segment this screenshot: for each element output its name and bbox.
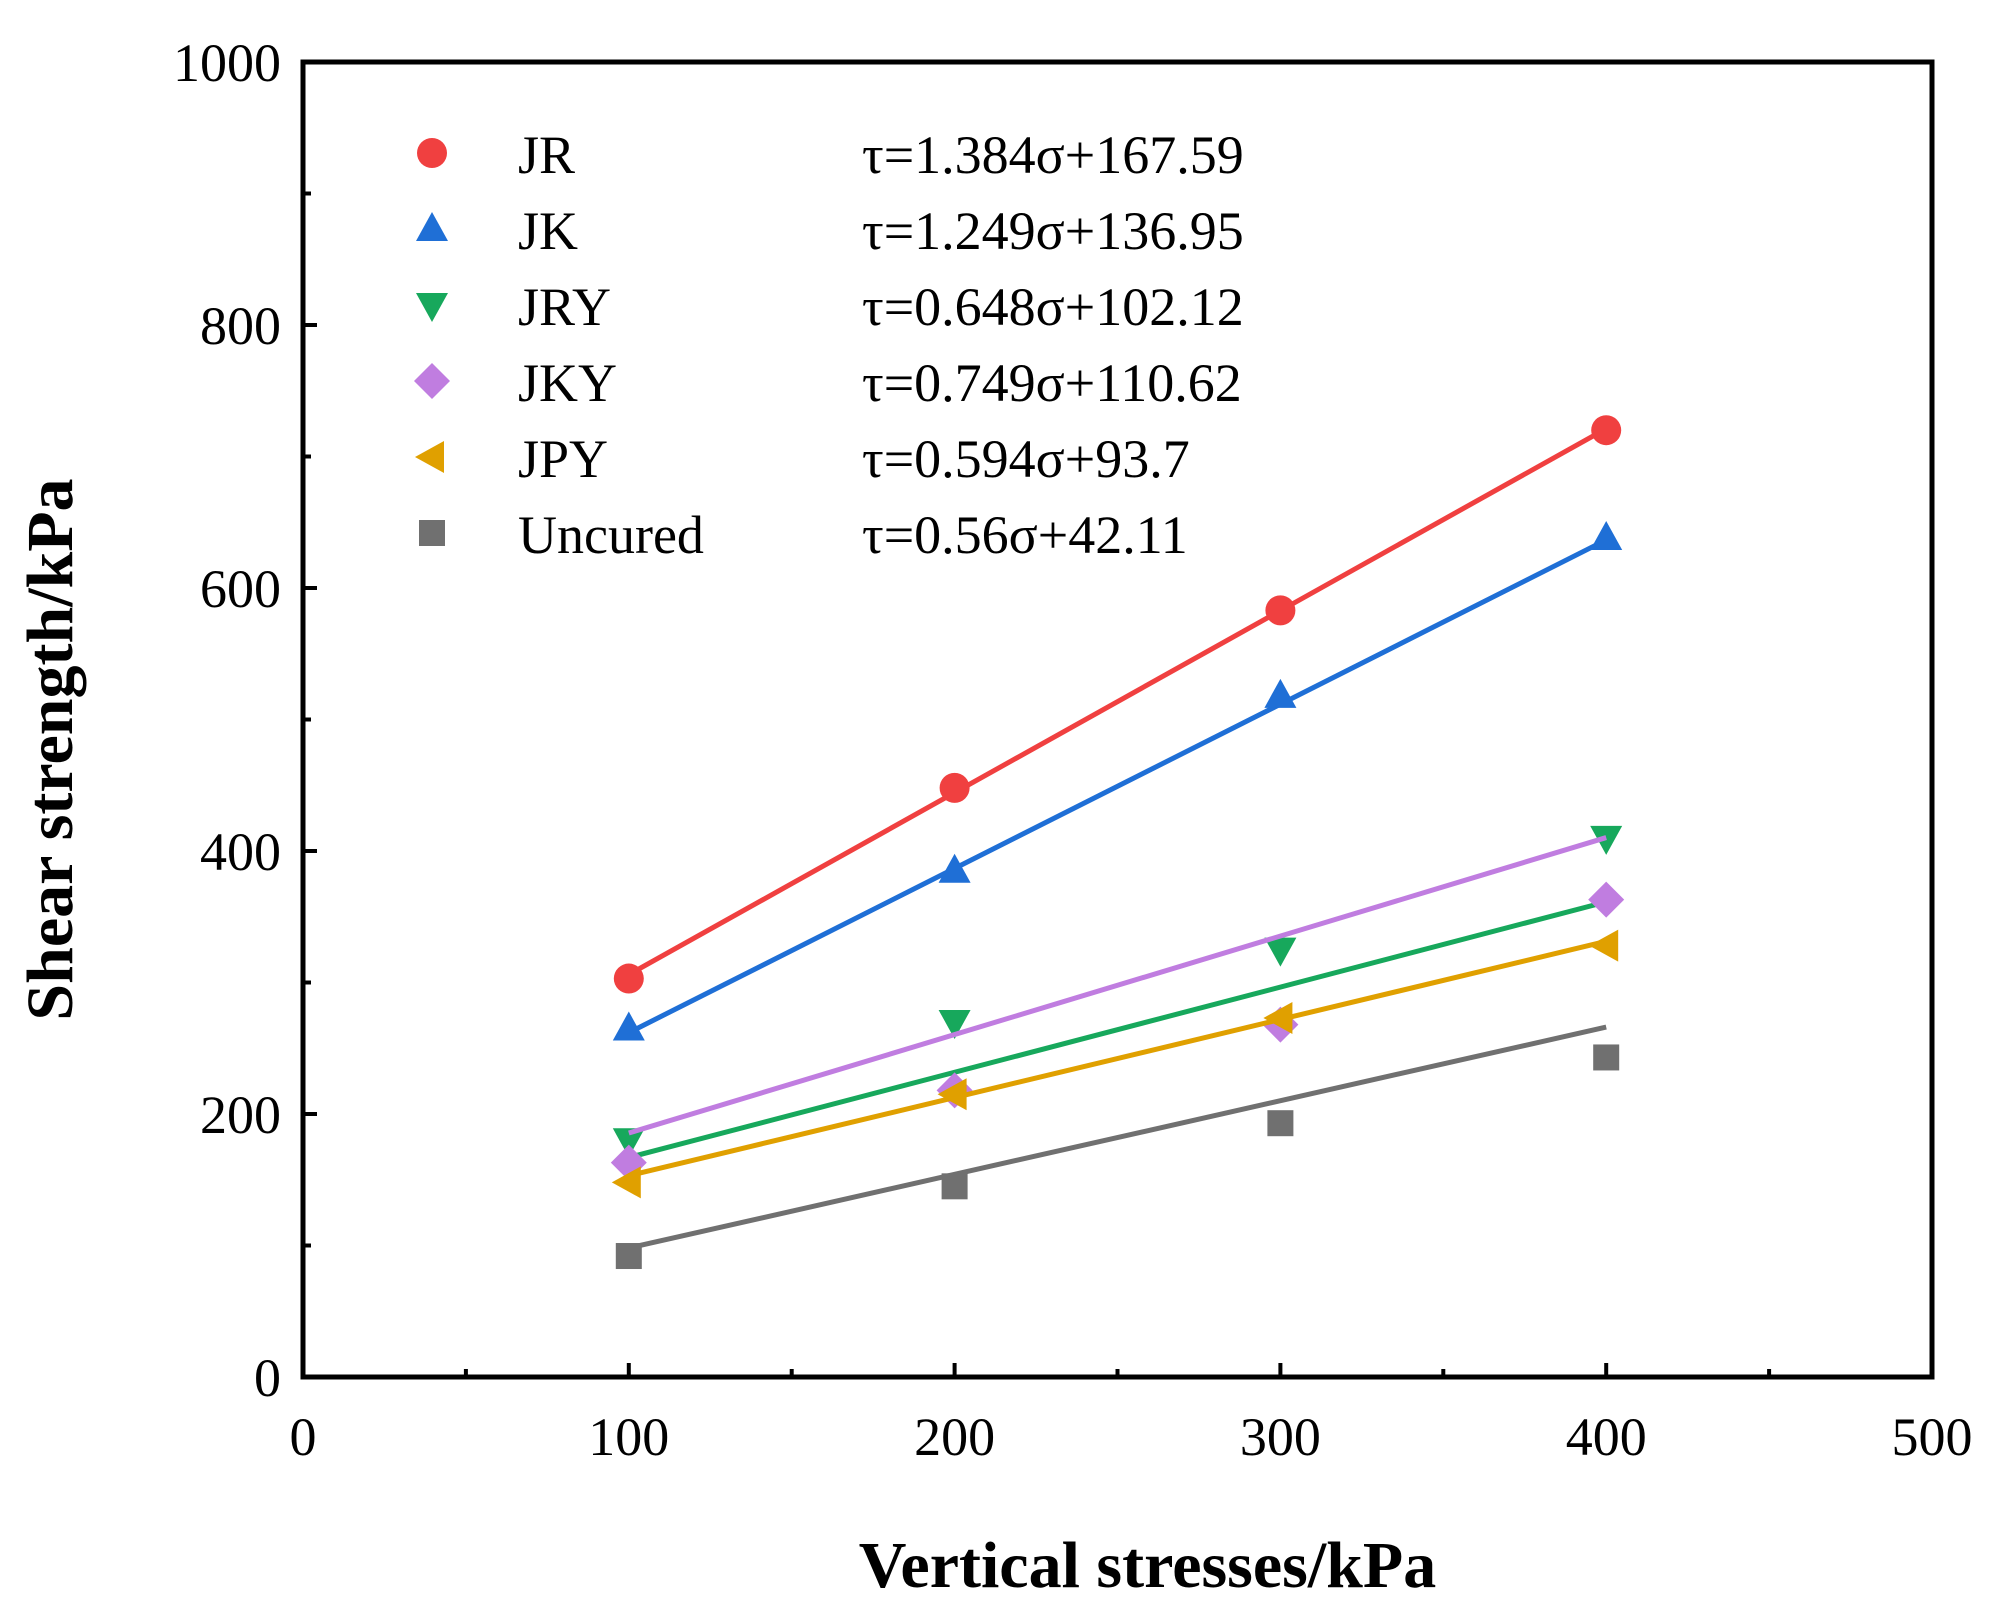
data-point [1591, 415, 1622, 446]
fit-line-uncured [628, 1024, 1607, 1251]
legend-label: JRY [518, 277, 611, 337]
series-jry [612, 825, 1623, 1160]
legend-marker [415, 441, 444, 473]
data-point [1267, 1110, 1294, 1137]
legend-marker [417, 138, 447, 168]
plot-layer [610, 415, 1625, 1270]
data-point [613, 963, 644, 994]
y-tick-label: 800 [200, 296, 281, 356]
data-point [1263, 1002, 1293, 1035]
legend-label: JKY [518, 353, 617, 413]
legend-item: Uncured τ=0.56σ+42.11 [419, 505, 1188, 565]
x-tick-label: 500 [1892, 1407, 1973, 1467]
data-point [1593, 1044, 1620, 1071]
legend-equation: τ=0.749σ+110.62 [862, 353, 1242, 413]
legend-marker [414, 363, 450, 399]
legend-item: JK τ=1.249σ+136.95 [416, 201, 1244, 261]
y-tick-label: 200 [200, 1085, 281, 1145]
x-tick-label: 0 [290, 1407, 317, 1467]
y-axis-title: Shear strength/kPa [14, 478, 87, 1020]
data-point [938, 853, 971, 883]
x-tick-label: 400 [1566, 1407, 1647, 1467]
legend: JR τ=1.384σ+167.59 JK τ=1.249σ+136.95 JRY τ=0… [414, 125, 1244, 565]
data-point [1265, 595, 1296, 626]
fit-line-jk [627, 537, 1608, 1035]
data-point [1589, 929, 1619, 962]
data-point [937, 1078, 967, 1111]
y-tick-label: 0 [254, 1348, 281, 1408]
data-point [1264, 678, 1297, 708]
axis-layer: 0 100 200 300 400 500 0 200 400 600 800 1000 [173, 33, 1973, 1467]
legend-label: JK [518, 201, 578, 261]
x-axis-title: Vertical stresses/kPa [859, 1529, 1436, 1602]
legend-equation: τ=0.594σ+93.7 [862, 429, 1190, 489]
x-tick-label: 200 [914, 1407, 995, 1467]
y-tick-label: 600 [200, 559, 281, 619]
fit-line-jry [628, 899, 1607, 1160]
legend-equation: τ=1.384σ+167.59 [862, 125, 1244, 185]
data-point [1590, 825, 1623, 855]
legend-equation: τ=1.249σ+136.95 [862, 201, 1244, 261]
data-point [939, 772, 970, 803]
x-tick-label: 100 [588, 1407, 669, 1467]
y-tick-label: 1000 [173, 33, 281, 93]
legend-label: JR [518, 125, 575, 185]
legend-item: JR τ=1.384σ+167.59 [417, 125, 1244, 185]
data-point [612, 1011, 645, 1041]
legend-marker [419, 520, 445, 546]
series-jpy [611, 929, 1619, 1199]
data-point [612, 1128, 645, 1158]
series-jr [613, 415, 1622, 994]
y-tick-label: 400 [200, 822, 281, 882]
legend-equation: τ=0.648σ+102.12 [862, 277, 1244, 337]
data-point [1590, 521, 1623, 551]
data-point [1264, 937, 1297, 967]
fit-line-jpy [628, 938, 1607, 1179]
legend-label: Uncured [518, 505, 704, 565]
legend-item: JRY τ=0.648σ+102.12 [416, 277, 1244, 337]
data-point [941, 1173, 968, 1200]
series-jk [612, 521, 1623, 1041]
legend-item: JPY τ=0.594σ+93.7 [415, 429, 1190, 489]
legend-item: JKY τ=0.749σ+110.62 [414, 353, 1242, 413]
data-point [615, 1243, 642, 1270]
series-uncured [615, 1024, 1620, 1270]
legend-equation: τ=0.56σ+42.11 [862, 505, 1188, 565]
legend-label: JPY [518, 429, 608, 489]
data-point [1588, 881, 1625, 918]
fit-line-jky [628, 835, 1607, 1136]
fit-line-jr [627, 426, 1608, 977]
data-point [938, 1009, 971, 1039]
legend-marker [416, 293, 448, 322]
data-point [611, 1166, 641, 1199]
series-jky [610, 835, 1625, 1181]
x-tick-label: 300 [1240, 1407, 1321, 1467]
legend-marker [416, 212, 448, 241]
